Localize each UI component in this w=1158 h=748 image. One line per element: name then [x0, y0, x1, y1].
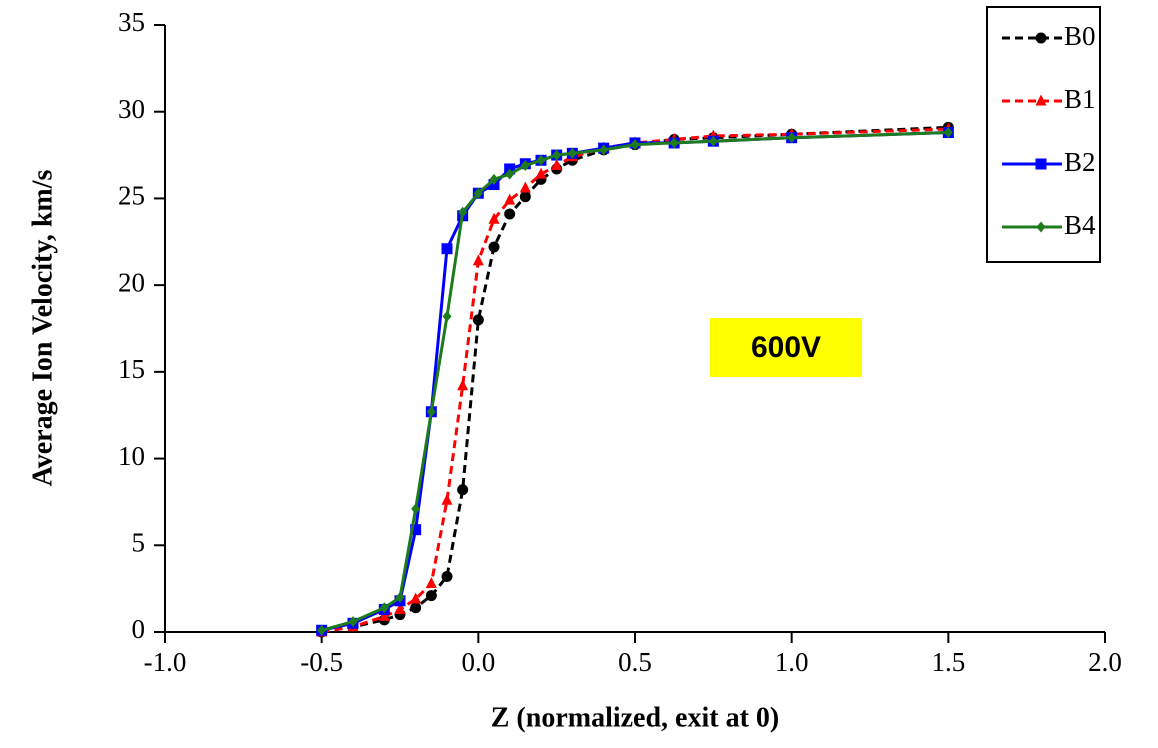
marker [630, 139, 640, 151]
marker [943, 127, 953, 139]
annotation: 600V [751, 331, 821, 364]
legend-label: B4 [1064, 210, 1096, 240]
marker [505, 168, 515, 180]
marker [410, 524, 422, 536]
x-tick-label: -0.5 [300, 647, 343, 677]
y-tick-label: 25 [118, 181, 145, 211]
marker [426, 406, 436, 418]
marker [708, 135, 718, 147]
y-tick-label: 5 [132, 527, 146, 557]
marker [441, 243, 453, 255]
x-axis-title: Z (normalized, exit at 0) [491, 702, 780, 733]
legend-box [986, 6, 1101, 263]
y-tick-label: 0 [132, 614, 146, 644]
legend-label: B1 [1064, 84, 1096, 114]
marker [457, 379, 469, 391]
x-tick-label: -1.0 [144, 647, 187, 677]
y-axis-title: Average Ion Velocity, km/s [27, 169, 58, 486]
y-tick-label: 10 [118, 441, 145, 471]
legend-marker [1035, 32, 1047, 44]
marker [378, 609, 390, 621]
marker [425, 576, 437, 588]
marker [379, 602, 389, 614]
legend-marker [1035, 94, 1047, 106]
x-tick-label: 0.0 [461, 647, 495, 677]
marker [442, 310, 452, 322]
x-tick-label: 0.5 [618, 647, 652, 677]
series-line [321, 131, 949, 632]
marker [536, 154, 546, 166]
series-line [321, 125, 949, 634]
series-line [321, 131, 949, 632]
marker [551, 158, 563, 170]
marker [472, 254, 484, 266]
marker [535, 167, 547, 179]
x-tick-label: 1.0 [775, 647, 809, 677]
y-tick-label: 35 [118, 7, 145, 37]
marker [472, 314, 484, 326]
marker [519, 181, 531, 193]
series-line [321, 127, 949, 634]
y-tick-label: 15 [118, 354, 145, 384]
marker [458, 206, 468, 218]
marker [317, 624, 327, 636]
x-tick-label: 1.5 [931, 647, 965, 677]
marker [410, 592, 422, 604]
legend-marker [1035, 158, 1047, 170]
marker [787, 132, 797, 144]
marker [411, 503, 421, 515]
marker [457, 484, 469, 496]
marker [552, 149, 562, 161]
marker [441, 571, 453, 583]
marker [425, 590, 437, 602]
marker [394, 602, 406, 614]
y-tick-label: 20 [118, 267, 145, 297]
x-tick-label: 2.0 [1088, 647, 1122, 677]
marker [410, 602, 422, 614]
marker [669, 137, 679, 149]
marker [489, 173, 499, 185]
legend-label: B2 [1064, 147, 1096, 177]
marker [488, 212, 500, 224]
marker [504, 208, 516, 220]
annotation-box [710, 318, 862, 377]
marker [567, 147, 577, 159]
marker [519, 191, 531, 203]
y-tick-label: 30 [118, 94, 145, 124]
marker [520, 159, 530, 171]
marker [473, 187, 483, 199]
legend-marker [1036, 221, 1046, 233]
marker [504, 193, 516, 205]
marker [441, 493, 453, 505]
marker [599, 144, 609, 156]
marker [488, 241, 500, 253]
marker [395, 591, 405, 603]
marker [348, 616, 358, 628]
legend-label: B0 [1064, 21, 1096, 51]
